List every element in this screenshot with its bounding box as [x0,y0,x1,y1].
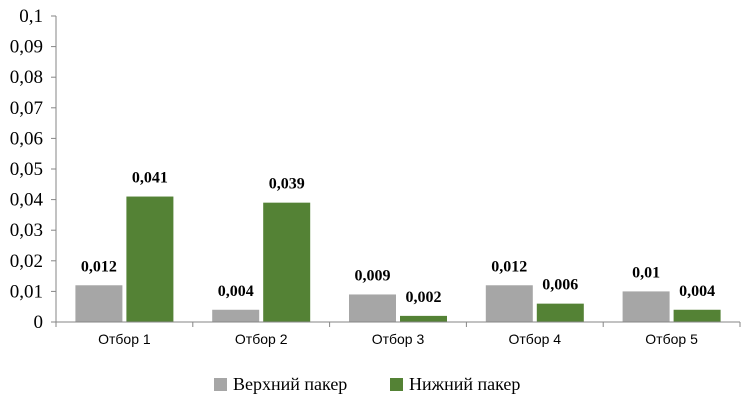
y-tick-label: 0,07 [10,98,43,119]
data-label: 0,009 [355,267,391,284]
legend-label: Нижний пакер [409,374,520,394]
data-label: 0,006 [542,277,578,294]
y-tick-label: 0 [34,312,44,333]
data-label: 0,004 [679,283,715,300]
x-tick-label: Отбор 1 [98,331,151,347]
bars: 0,012 0,041 0,004 0,039 0,009 0,002 0,012 0,006… [75,170,721,322]
data-label: 0,004 [218,283,254,300]
legend-label: Верхний пакер [233,374,347,394]
bar [400,315,447,322]
bar [263,202,311,322]
bar [485,285,533,322]
x-axis: Отбор 1 Отбор 2 Отбор 3 Отбор 4 Отбор 5 [55,321,741,347]
legend-swatch [214,378,227,391]
y-tick-label: 0,08 [10,67,43,88]
bar [212,309,260,322]
y-tick-label: 0,09 [10,37,43,58]
data-label: 0,012 [81,258,117,275]
y-tick-label: 0,01 [10,281,43,302]
y-tick-label: 0,02 [10,251,43,272]
data-label: 0,041 [132,170,168,187]
x-tick-label: Отбор 3 [372,331,425,347]
legend: Верхний пакер Нижний пакер [214,374,520,394]
data-label: 0,039 [269,176,305,193]
y-tick-label: 0,04 [10,190,44,211]
bar [349,294,396,322]
data-label: 0,012 [491,258,527,275]
bar [126,196,174,322]
y-axis: 0 0,01 0,02 0,03 0,04 0,05 0,06 0,07 0,08 0,09 0,1 [10,6,57,333]
y-tick-label: 0,05 [10,159,43,180]
bar [622,291,670,322]
x-tick-label: Отбор 5 [645,331,698,347]
y-tick-label: 0,06 [10,128,43,149]
x-tick-label: Отбор 2 [235,331,288,347]
bar [673,309,721,322]
legend-swatch [390,378,403,391]
x-tick-label: Отбор 4 [509,331,562,347]
bar [75,285,123,322]
data-label: 0,01 [632,264,660,281]
bar [536,303,584,322]
y-tick-label: 0,03 [10,220,43,241]
data-label: 0,002 [406,289,442,306]
y-tick-label: 0,1 [19,6,43,27]
